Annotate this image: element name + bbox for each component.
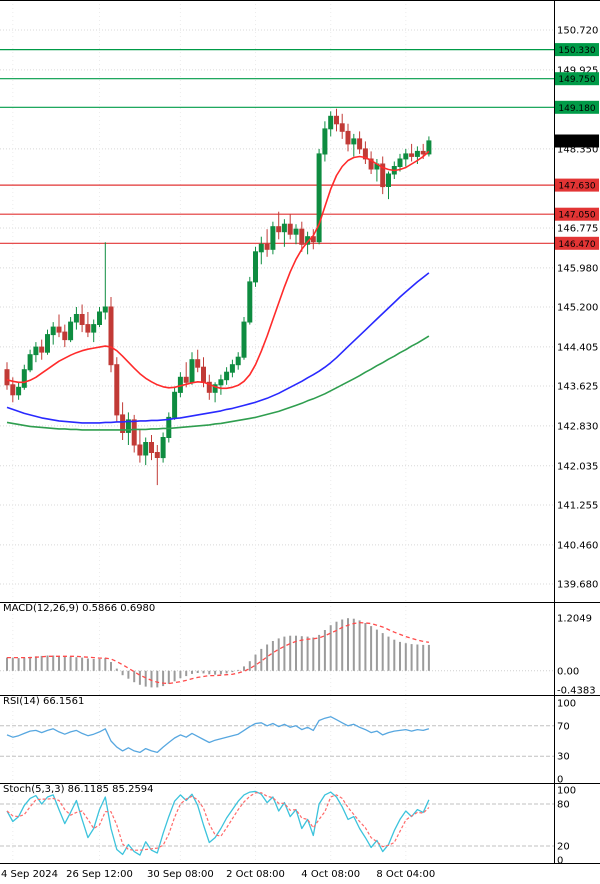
svg-text:2 Oct 08:00: 2 Oct 08:00 [226,869,285,880]
svg-text:148.350: 148.350 [557,144,598,155]
stoch-d-line [6,792,430,851]
candles [4,108,432,486]
macd-panel[interactable]: 1.2049 0.00 -0.4383 MACD(12,26,9) 0.5866 0… [0,602,600,695]
horizontal-level-lines[interactable] [0,48,554,244]
macd-indicator-label: MACD(12,26,9) 0.5866 0.6980 [3,603,156,614]
time-axis: 4 Sep 2024 26 Sep 12:00 30 Sep 08:00 2 Oct … [0,864,600,884]
svg-text:144.405: 144.405 [557,342,598,353]
svg-text:30 Sep 08:00: 30 Sep 08:00 [147,869,214,880]
svg-text:146.470: 146.470 [558,240,595,250]
stoch-indicator-label: Stoch(5,3,3) 86.1185 85.2594 [3,784,154,795]
price-chart-canvas[interactable]: 150.720 149.925 148.350 146.775 145.980 145.2… [0,0,600,602]
svg-text:149.180: 149.180 [558,104,595,114]
svg-text:148.508: 148.508 [558,138,595,148]
svg-text:100: 100 [557,786,576,797]
time-axis-labels: 4 Sep 2024 26 Sep 12:00 30 Sep 08:00 2 Oct … [1,869,435,880]
svg-text:30: 30 [557,752,570,763]
macd-axis-labels: 1.2049 0.00 -0.4383 [557,614,596,696]
svg-text:147.630: 147.630 [558,182,595,192]
svg-text:8 Oct 04:00: 8 Oct 04:00 [376,869,435,880]
svg-text:4 Sep 2024: 4 Sep 2024 [1,869,58,880]
svg-text:139.680: 139.680 [557,580,598,591]
svg-text:150.330: 150.330 [558,46,595,56]
price-axis-labels[interactable]: 150.720 149.925 148.350 146.775 145.980 145.2… [557,26,598,591]
svg-text:147.050: 147.050 [558,211,595,221]
stoch-panel[interactable]: 100 80 20 0 Stoch(5,3,3) 86.1185 85.2594 [0,783,600,864]
svg-text:140.460: 140.460 [557,540,598,551]
svg-text:70: 70 [557,721,570,732]
price-gridlines [0,4,554,602]
svg-text:150.720: 150.720 [557,26,598,37]
svg-text:145.200: 145.200 [557,303,598,314]
svg-text:1.2049: 1.2049 [557,614,592,625]
svg-text:0: 0 [557,775,563,784]
time-axis-canvas: 4 Sep 2024 26 Sep 12:00 30 Sep 08:00 2 Oct … [1,869,435,880]
price-level-tags[interactable]: 150.330 149.750 149.180 148.508 147.630 147.0… [555,43,599,250]
rsi-line [6,716,430,754]
rsi-canvas[interactable]: 100 70 30 0 [0,695,600,783]
svg-text:143.625: 143.625 [557,382,598,393]
svg-text:20: 20 [557,842,570,853]
stoch-k-line [6,790,430,856]
macd-canvas[interactable]: 1.2049 0.00 -0.4383 [0,602,600,695]
rsi-axis-labels: 100 70 30 0 [557,699,576,784]
svg-text:145.980: 145.980 [557,263,598,274]
svg-text:-0.4383: -0.4383 [557,686,596,696]
svg-text:146.775: 146.775 [557,224,598,235]
macd-histogram [6,618,430,688]
ma-fast-red-line [6,150,430,390]
svg-text:149.925: 149.925 [557,65,598,76]
svg-text:142.830: 142.830 [557,421,598,432]
macd-signal-line [7,621,430,685]
svg-text:4 Oct 08:00: 4 Oct 08:00 [301,869,360,880]
svg-text:142.035: 142.035 [557,461,598,472]
svg-text:141.255: 141.255 [557,501,598,512]
svg-text:100: 100 [557,699,576,710]
stoch-canvas[interactable]: 100 80 20 0 [0,783,600,864]
ma-slow-green-line [6,335,430,431]
svg-text:0.00: 0.00 [557,666,579,677]
svg-text:149.750: 149.750 [558,75,595,85]
price-chart-panel[interactable]: 150.720 149.925 148.350 146.775 145.980 145.2… [0,0,600,602]
svg-text:80: 80 [557,800,570,811]
svg-text:26 Sep 12:00: 26 Sep 12:00 [66,869,133,880]
ma-mid-blue-line [6,272,430,424]
rsi-panel[interactable]: 100 70 30 0 RSI(14) 66.1561 [0,695,600,783]
svg-text:0: 0 [557,856,563,865]
stoch-axis-labels: 100 80 20 0 [557,786,576,865]
rsi-indicator-label: RSI(14) 66.1561 [3,696,85,707]
